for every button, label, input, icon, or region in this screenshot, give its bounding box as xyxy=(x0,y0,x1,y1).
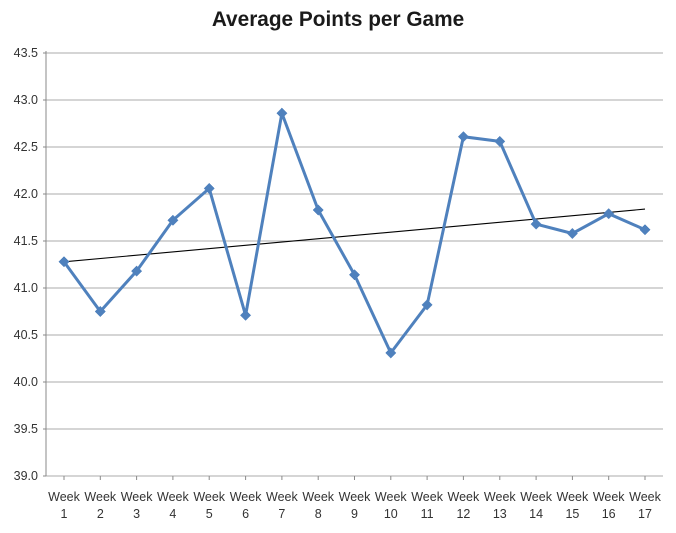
svg-text:Week: Week xyxy=(339,490,371,504)
svg-text:16: 16 xyxy=(602,507,616,521)
svg-text:Week: Week xyxy=(375,490,407,504)
svg-text:Week: Week xyxy=(230,490,262,504)
svg-text:14: 14 xyxy=(529,507,543,521)
svg-text:Week: Week xyxy=(266,490,298,504)
svg-text:3: 3 xyxy=(133,507,140,521)
svg-text:9: 9 xyxy=(351,507,358,521)
svg-text:Week: Week xyxy=(121,490,153,504)
svg-text:1: 1 xyxy=(61,507,68,521)
svg-text:7: 7 xyxy=(278,507,285,521)
svg-text:Week: Week xyxy=(484,490,516,504)
svg-text:39.0: 39.0 xyxy=(14,469,38,483)
svg-text:41.0: 41.0 xyxy=(14,281,38,295)
svg-text:8: 8 xyxy=(315,507,322,521)
svg-text:4: 4 xyxy=(169,507,176,521)
svg-text:Week: Week xyxy=(193,490,225,504)
svg-text:Week: Week xyxy=(411,490,443,504)
svg-text:10: 10 xyxy=(384,507,398,521)
svg-text:13: 13 xyxy=(493,507,507,521)
svg-text:Week: Week xyxy=(157,490,189,504)
svg-text:Week: Week xyxy=(302,490,334,504)
svg-text:43.5: 43.5 xyxy=(14,46,38,60)
svg-text:Week: Week xyxy=(557,490,589,504)
svg-text:Week: Week xyxy=(629,490,661,504)
svg-text:41.5: 41.5 xyxy=(14,234,38,248)
svg-text:Week: Week xyxy=(520,490,552,504)
svg-text:11: 11 xyxy=(421,507,434,521)
svg-text:5: 5 xyxy=(206,507,213,521)
svg-text:15: 15 xyxy=(565,507,579,521)
svg-text:17: 17 xyxy=(638,507,652,521)
svg-text:Week: Week xyxy=(448,490,480,504)
svg-text:Week: Week xyxy=(48,490,80,504)
svg-text:40.0: 40.0 xyxy=(14,375,38,389)
svg-text:42.0: 42.0 xyxy=(14,187,38,201)
svg-text:Week: Week xyxy=(593,490,625,504)
svg-text:43.0: 43.0 xyxy=(14,93,38,107)
svg-text:12: 12 xyxy=(456,507,470,521)
svg-text:6: 6 xyxy=(242,507,249,521)
svg-text:Week: Week xyxy=(84,490,116,504)
svg-text:42.5: 42.5 xyxy=(14,140,38,154)
svg-text:2: 2 xyxy=(97,507,104,521)
svg-text:40.5: 40.5 xyxy=(14,328,38,342)
svg-text:39.5: 39.5 xyxy=(14,422,38,436)
